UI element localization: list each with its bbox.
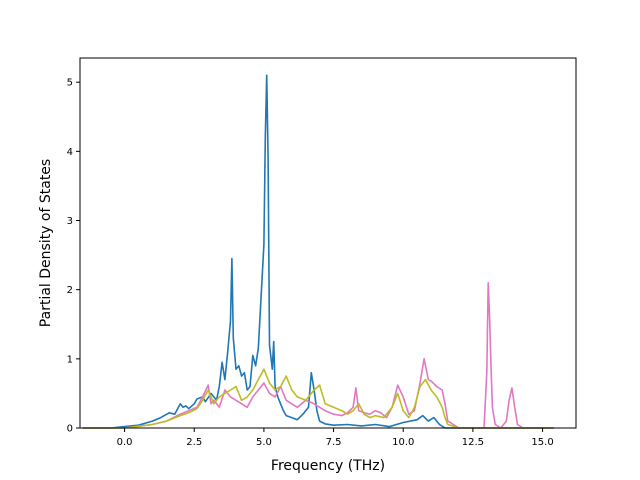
y-ticks: 0 1 2 3 4 5 <box>67 78 80 435</box>
y-tick-label: 3 <box>67 216 73 227</box>
x-ticks: 0.0 2.5 5.0 7.5 10.0 12.5 15.0 <box>117 428 554 448</box>
y-tick-label: 0 <box>67 424 73 435</box>
x-tick-label: 15.0 <box>531 437 553 448</box>
x-tick-label: 2.5 <box>186 437 202 448</box>
x-tick-label: 7.5 <box>326 437 342 448</box>
axes-frame <box>79 57 577 429</box>
x-axis-label: Frequency (THz) <box>271 458 385 474</box>
y-axis-label: Partial Density of States <box>38 159 54 327</box>
series-line-3 <box>82 368 554 429</box>
x-tick-label: 12.5 <box>462 437 484 448</box>
y-tick-label: 4 <box>67 147 73 158</box>
x-tick-label: 0.0 <box>117 437 133 448</box>
x-tick-label: 5.0 <box>256 437 272 448</box>
y-tick-label: 1 <box>67 354 73 365</box>
series-group <box>82 74 554 429</box>
y-tick-label: 5 <box>67 78 73 89</box>
series-line-1 <box>82 74 554 429</box>
x-tick-label: 10.0 <box>392 437 414 448</box>
series-line-2 <box>82 282 554 429</box>
y-tick-label: 2 <box>67 285 73 296</box>
